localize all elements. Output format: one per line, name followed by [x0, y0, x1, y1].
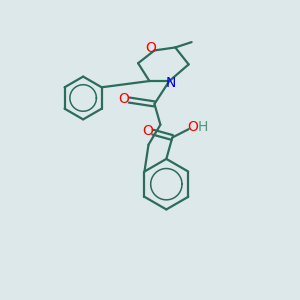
- Text: O: O: [142, 124, 153, 138]
- Text: N: N: [166, 76, 176, 90]
- Text: H: H: [198, 120, 208, 134]
- Text: O: O: [188, 120, 199, 134]
- Text: O: O: [145, 41, 156, 55]
- Text: O: O: [118, 92, 129, 106]
